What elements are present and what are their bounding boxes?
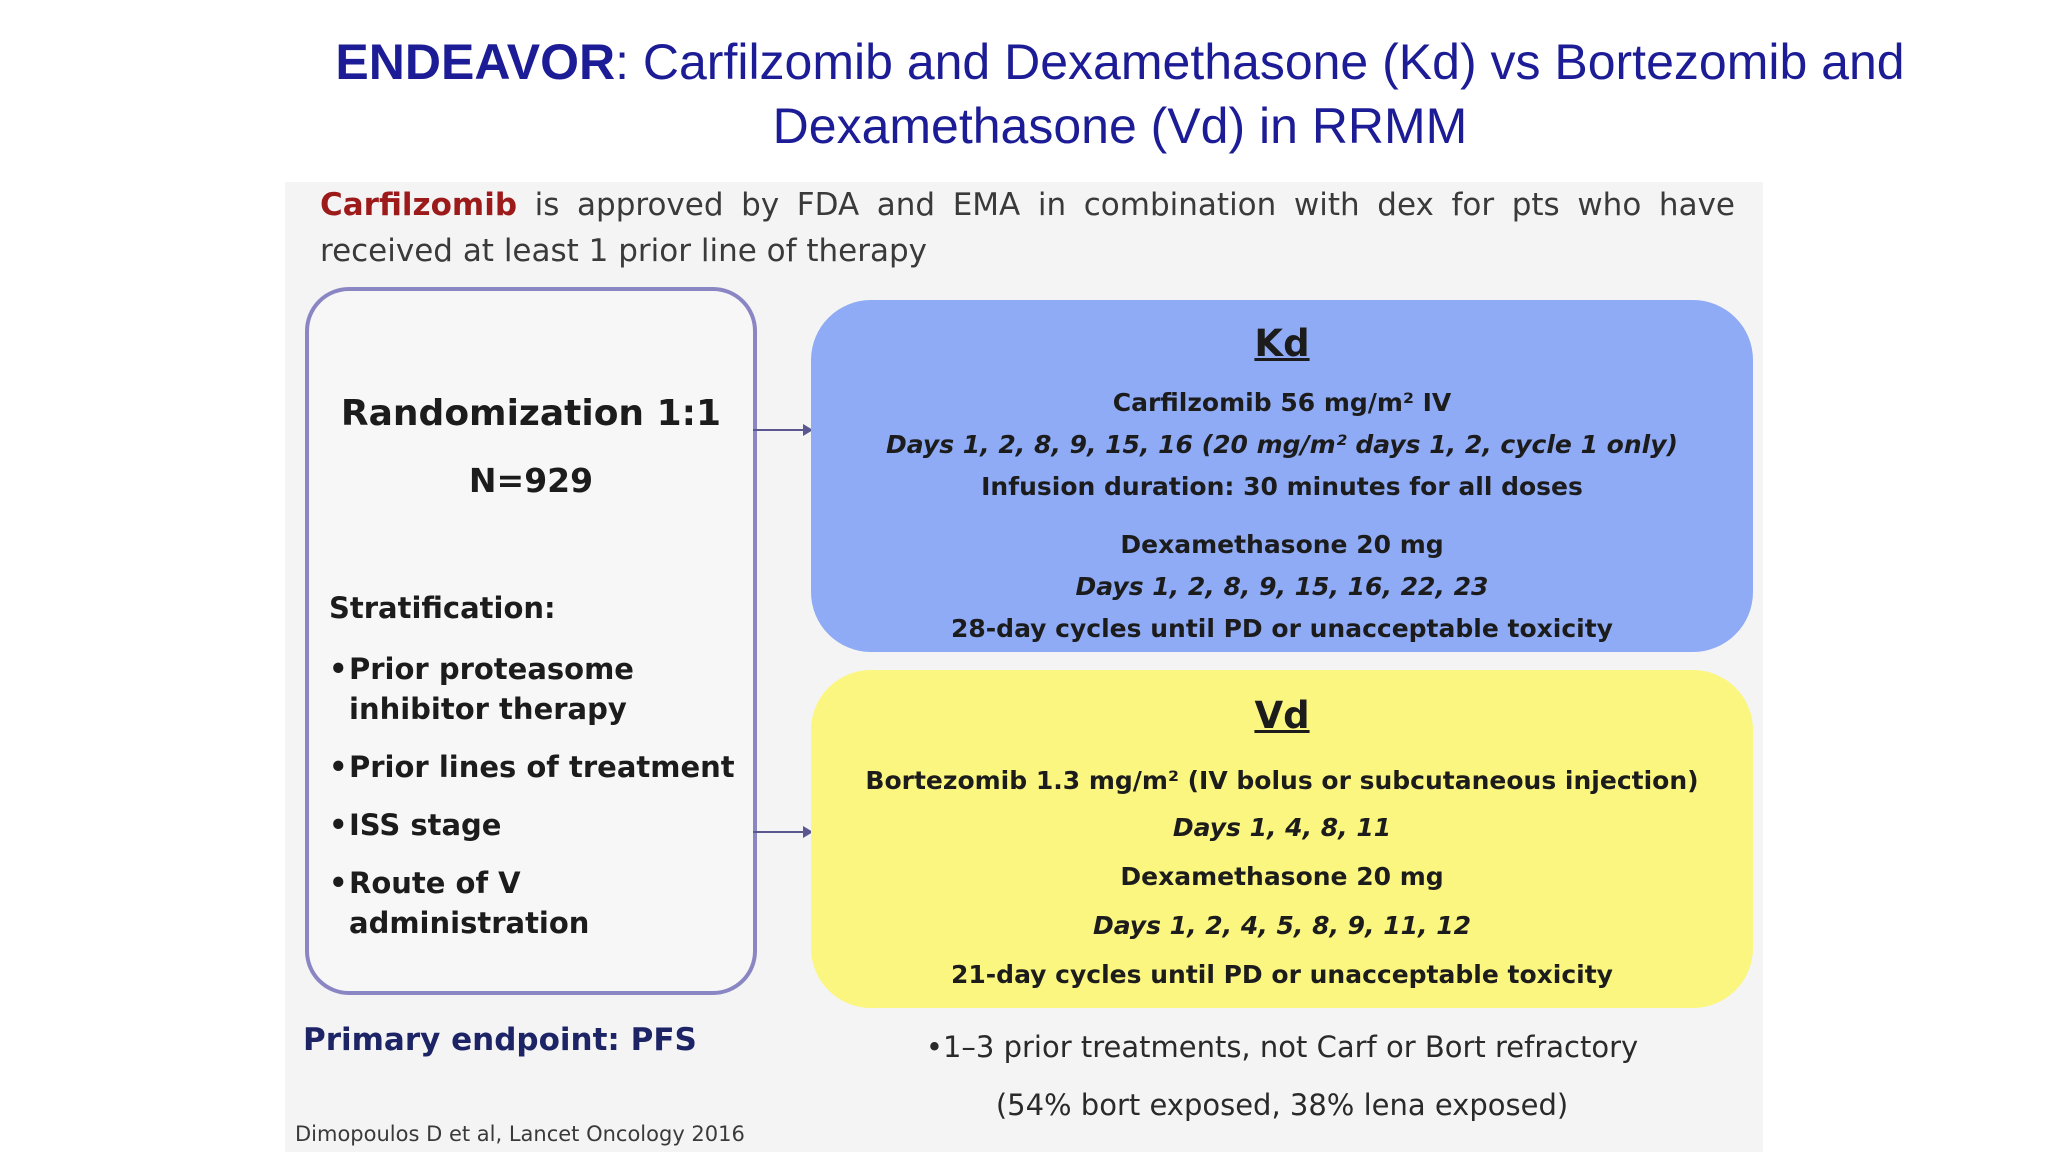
vd-arm-line: Dexamethasone 20 mg [1120,862,1444,891]
arrow-to-vd-icon [753,826,813,838]
kd-arm-heading: Kd [1254,322,1310,365]
randomization-title: Randomization 1:1 [340,393,722,434]
stratification-item: Prior proteasome inhibitor therapy [329,649,749,729]
stratification-list: Prior proteasome inhibitor therapy Prior… [329,649,749,961]
approval-text: is approved by FDA and EMA in combinatio… [320,187,1735,269]
vd-arm-line: Days 1, 2, 4, 5, 8, 9, 11, 12 [1092,911,1472,940]
drug-name: Carfilzomib [320,187,518,223]
arrow-to-kd-icon [753,424,813,436]
kd-arm-line: Infusion duration: 30 minutes for all do… [981,472,1583,501]
stratification-item: ISS stage [329,805,749,845]
stratification-label: Stratification: [329,591,556,625]
stratification-item: Route of V administration [329,863,749,943]
sample-size: N=929 [468,461,594,500]
randomization-box: Randomization 1:1 N=929 Stratification: … [305,287,757,995]
vd-arm-box: Vd Bortezomib 1.3 mg/m² (IV bolus or sub… [811,670,1753,1008]
kd-arm-line: Days 1, 2, 8, 9, 15, 16, 22, 23 [1075,572,1489,601]
trial-name: ENDEAVOR [335,34,616,90]
trial-design-panel: Carfilzomib is approved by FDA and EMA i… [285,182,1763,1152]
exposure-note: (54% bort exposed, 38% lena exposed) [995,1088,1569,1122]
prior-treatment-note: •1–3 prior treatments, not Carf or Bort … [925,1030,1639,1064]
approval-statement: Carfilzomib is approved by FDA and EMA i… [320,182,1735,274]
kd-arm-line: Carfilzomib 56 mg/m² IV [1112,388,1452,417]
title-text: : Carfilzomib and Dexamethasone (Kd) vs … [615,34,1905,154]
kd-arm-line: Days 1, 2, 8, 9, 15, 16 (20 mg/m² days 1… [886,430,1678,459]
kd-arm-line: 28-day cycles until PD or unacceptable t… [951,614,1613,643]
primary-endpoint: Primary endpoint: PFS [303,1022,697,1058]
vd-arm-line: 21-day cycles until PD or unacceptable t… [951,960,1613,989]
slide-title: ENDEAVOR: Carfilzomib and Dexamethasone … [300,30,1940,158]
kd-arm-box: Kd Carfilzomib 56 mg/m² IV Days 1, 2, 8,… [811,300,1753,652]
vd-arm-heading: Vd [1254,694,1310,737]
kd-arm-line: Dexamethasone 20 mg [1120,530,1444,559]
vd-arm-line: Days 1, 4, 8, 11 [1172,813,1392,842]
vd-arm-line: Bortezomib 1.3 mg/m² (IV bolus or subcut… [865,766,1699,795]
stratification-item: Prior lines of treatment [329,747,749,787]
citation: Dimopoulos D et al, Lancet Oncology 2016 [295,1122,745,1146]
